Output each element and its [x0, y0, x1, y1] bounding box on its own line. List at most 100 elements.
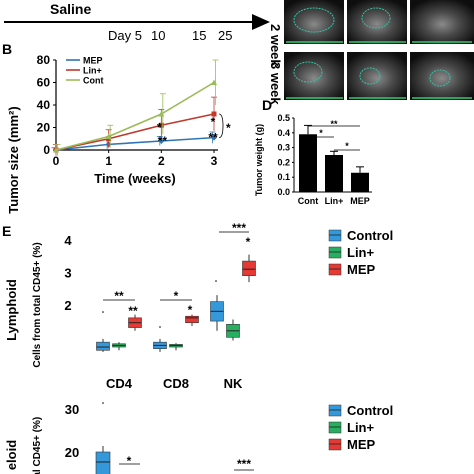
y-tick-label: 0.5: [277, 113, 290, 123]
significance-marker: *: [246, 235, 251, 249]
y-tick-label: 4: [64, 233, 72, 248]
data-point: [211, 134, 217, 141]
lymphoid-box-chart: E Lymphoid Cells from total CD45+ (%) 2 3…: [2, 221, 393, 391]
ultrasound-image: [347, 0, 407, 44]
x-tick-label: 2: [158, 154, 165, 168]
y-tick-label: 0.3: [277, 143, 290, 153]
panel-label-d: D: [262, 97, 272, 113]
outlier-point: [159, 326, 161, 328]
x-tick-label: 1: [105, 154, 112, 168]
significance-marker: **: [128, 304, 138, 318]
legend-label-Lin+: Lin+: [347, 420, 374, 435]
significance-marker: **: [158, 134, 168, 148]
bar-MEP: [351, 172, 369, 192]
legend-label-MEP: MEP: [83, 56, 103, 66]
timeline-day-25: 25: [218, 28, 232, 43]
outlier-point: [102, 311, 104, 313]
y-tick-label: 40: [37, 98, 51, 112]
ultrasound-image: [284, 0, 344, 44]
x-tick-label: CD8: [163, 376, 189, 391]
significance-marker: *: [211, 115, 216, 129]
row-label-2-week: 2 week: [268, 24, 283, 67]
legend-swatch: [328, 421, 342, 434]
legend-label-Lin+: Lin+: [347, 245, 374, 260]
data-point: [158, 122, 164, 128]
significance-bracket: [218, 113, 224, 139]
y-tick-label: 0.4: [277, 128, 290, 138]
legend-label-Control: Control: [347, 403, 393, 418]
significance-marker: ***: [232, 221, 246, 235]
treatment-label: Saline: [50, 1, 91, 17]
y-tick-label: 80: [37, 53, 51, 67]
myeloid-title: eloid: [4, 440, 19, 470]
panel-label-e: E: [2, 223, 11, 239]
significance-marker: *: [319, 128, 323, 138]
ultrasound-image: [284, 52, 344, 100]
data-point: [211, 111, 217, 117]
data-point: [211, 79, 217, 85]
legend-swatch: [328, 229, 342, 242]
y-tick-label: 3: [64, 265, 71, 280]
significance-marker: *: [174, 289, 179, 303]
bar-Cont: [299, 134, 317, 192]
timeline-day-5: Day 5: [108, 28, 142, 43]
y-axis-label: Tumor weight (g): [254, 124, 264, 196]
y-tick-label: 30: [65, 402, 79, 417]
significance-marker: *: [127, 454, 132, 468]
significance-marker: *: [157, 120, 162, 134]
outlier-point: [215, 280, 217, 282]
data-point: [158, 111, 165, 117]
tumor-weight-chart: D Tumor weight (g) 0.0 0.1 0.2 0.3 0.4 0.5 Con…: [254, 97, 372, 206]
series-line-Lin+: [55, 113, 215, 151]
timeline: Saline Day 5 10 15 25: [4, 1, 270, 43]
legend-swatch: [328, 438, 342, 451]
y-tick-label: 60: [37, 76, 51, 90]
ultrasound-image: [410, 52, 474, 100]
data-point: [105, 133, 112, 139]
ultrasound-image: [410, 0, 474, 44]
box-Control-CD4: [96, 341, 110, 351]
panel-label-b: B: [2, 41, 12, 57]
box-MEP-CD8: [185, 315, 199, 324]
significance-marker: **: [114, 289, 124, 303]
y-tick-label: 20: [37, 121, 51, 135]
legend-label-Control: Control: [347, 228, 393, 243]
row-label-3-week: 3 week: [268, 62, 283, 105]
data-point: [53, 147, 59, 153]
y-tick-label: 0: [43, 143, 50, 157]
timeline-day-10: 10: [151, 28, 165, 43]
myeloid-y-axis-label: cal CD45+ (%): [32, 417, 43, 474]
y-axis-label: Tumor size (mm²): [6, 106, 21, 213]
x-tick-label: MEP: [350, 196, 370, 206]
lymphoid-y-axis-label: Cells from total CD45+ (%): [32, 242, 43, 367]
y-tick-label: 0.1: [277, 172, 290, 182]
legend-label-MEP: MEP: [347, 437, 376, 452]
ultrasound-panel: 2 week 3 week: [268, 0, 474, 105]
y-tick-label: 20: [65, 445, 79, 460]
legend-swatch: [328, 246, 342, 259]
y-tick-label: 2: [64, 298, 71, 313]
significance-marker: *: [188, 303, 193, 317]
outlier-point: [102, 402, 104, 404]
x-axis-label: Time (weeks): [94, 171, 175, 186]
significance-marker: *: [226, 121, 231, 135]
significance-marker: **: [208, 131, 218, 145]
x-tick-label: NK: [224, 376, 243, 391]
tumor-size-chart: B Tumor size (mm²) Time (weeks) 02040608…: [2, 41, 231, 214]
significance-marker: ***: [237, 457, 251, 471]
legend-label-Cont: Cont: [83, 76, 104, 86]
legend-swatch: [328, 263, 342, 276]
significance-marker: *: [345, 141, 349, 151]
series-line-Cont: [55, 81, 215, 151]
legend-label-MEP: MEP: [347, 262, 376, 277]
ultrasound-image: [347, 52, 407, 100]
x-tick-label: 3: [211, 154, 218, 168]
x-tick-label: CD4: [106, 376, 133, 391]
x-tick-label: 0: [53, 154, 60, 168]
x-tick-label: Cont: [298, 196, 319, 206]
series-line-MEP: [55, 136, 215, 151]
legend-label-Lin+: Lin+: [83, 66, 102, 76]
legend-swatch: [328, 404, 342, 417]
